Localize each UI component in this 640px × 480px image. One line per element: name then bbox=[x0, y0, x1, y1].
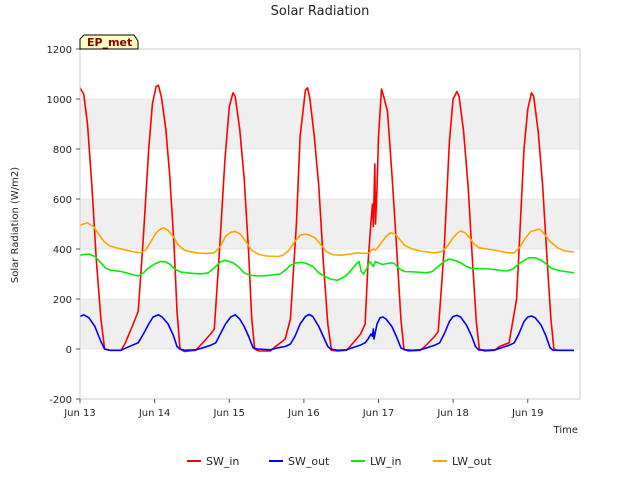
badge-label: EP_met bbox=[87, 36, 132, 49]
y-tick-label: 0 bbox=[66, 345, 72, 356]
x-tick-label: Jun 18 bbox=[436, 408, 469, 419]
grid-band bbox=[80, 199, 580, 249]
x-tick-label: Jun 14 bbox=[138, 408, 171, 419]
y-tick-label: 1000 bbox=[47, 95, 72, 106]
legend-label: SW_in bbox=[206, 455, 239, 468]
x-tick-label: Jun 13 bbox=[63, 408, 96, 419]
series-line-sw-out bbox=[79, 313, 574, 352]
series-line-sw-in bbox=[79, 84, 574, 353]
y-tick-label: 400 bbox=[53, 245, 72, 256]
series-lines bbox=[79, 84, 575, 353]
y-tick-label: 800 bbox=[53, 145, 72, 156]
series-line-lw-in bbox=[79, 253, 575, 282]
legend: SW_in SW_out LW_in LW_out bbox=[187, 455, 492, 468]
y-axis-ticks: -200 0 200 400 600 800 1000 1200 bbox=[47, 45, 80, 406]
x-axis-ticks: Jun 13 Jun 14 Jun 15 Jun 16 Jun 17 Jun 18 Jun … bbox=[63, 399, 544, 419]
badge-box bbox=[79, 34, 139, 50]
series-line-lw-out bbox=[79, 222, 575, 258]
x-tick-label: Jun 19 bbox=[511, 408, 544, 419]
y-tick-label: 200 bbox=[53, 295, 72, 306]
y-tick-label: -200 bbox=[49, 395, 72, 406]
grid-band bbox=[80, 99, 580, 149]
x-tick-label: Jun 16 bbox=[287, 408, 320, 419]
y-tick-label: 600 bbox=[53, 195, 72, 206]
legend-label: LW_out bbox=[452, 455, 492, 468]
legend-label: LW_in bbox=[370, 455, 402, 468]
x-tick-label: Jun 17 bbox=[362, 408, 395, 419]
chart-title: Solar Radiation bbox=[271, 4, 370, 19]
ep-met-badge: EP_met bbox=[79, 34, 139, 50]
y-axis-label: Solar Radiation (W/m2) bbox=[10, 167, 21, 283]
y-tick-label: 1200 bbox=[47, 45, 72, 56]
plot-frame bbox=[79, 48, 581, 400]
x-axis-label: Time bbox=[553, 425, 578, 436]
x-tick-label: Jun 15 bbox=[212, 408, 245, 419]
legend-label: SW_out bbox=[288, 455, 330, 468]
